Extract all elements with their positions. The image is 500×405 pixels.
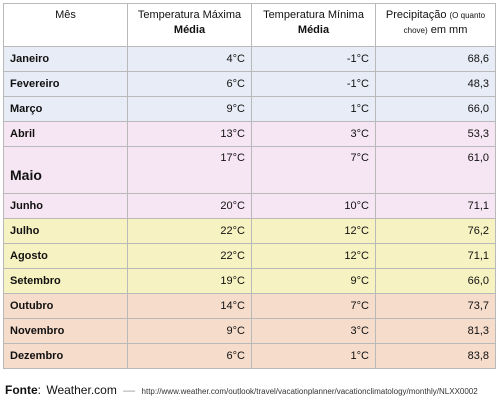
min-temp-cell: 10°C xyxy=(251,193,376,219)
source-site: Weather.com xyxy=(46,383,117,397)
table-row: Dezembro 6°C 1°C 83,8 xyxy=(3,343,496,369)
table-row: Junho 20°C 10°C 71,1 xyxy=(3,193,496,219)
max-temp-cell: 9°C xyxy=(127,318,252,344)
header-max-temp: Temperatura Máxima Média xyxy=(127,3,252,47)
table-row: Março 9°C 1°C 66,0 xyxy=(3,96,496,122)
precipitation-cell: 61,0 xyxy=(375,146,496,194)
table-row: Julho 22°C 12°C 76,2 xyxy=(3,218,496,244)
min-temp-cell: 9°C xyxy=(251,268,376,294)
max-temp-cell: 14°C xyxy=(127,293,252,319)
min-temp-cell: 12°C xyxy=(251,218,376,244)
max-temp-cell: 20°C xyxy=(127,193,252,219)
table-row: Fevereiro 6°C -1°C 48,3 xyxy=(3,71,496,97)
header-month-label: Mês xyxy=(55,9,76,21)
table-row: Agosto 22°C 12°C 71,1 xyxy=(3,243,496,269)
table-row: Janeiro 4°C -1°C 68,6 xyxy=(3,46,496,72)
min-temp-cell: 3°C xyxy=(251,121,376,147)
max-temp-cell: 13°C xyxy=(127,121,252,147)
source-line: Fonte: Weather.com — http://www.weather.… xyxy=(5,383,478,397)
month-cell: Agosto xyxy=(3,243,128,269)
month-cell: Março xyxy=(3,96,128,122)
precipitation-cell: 68,6 xyxy=(375,46,496,72)
header-max-temp-line2: Média xyxy=(173,24,206,36)
min-temp-cell: 1°C xyxy=(251,96,376,122)
source-url: http://www.weather.com/outlook/travel/va… xyxy=(141,387,478,396)
table-row: Outubro 14°C 7°C 73,7 xyxy=(3,293,496,319)
precipitation-cell: 53,3 xyxy=(375,121,496,147)
table-row: Abril 13°C 3°C 53,3 xyxy=(3,121,496,147)
max-temp-cell: 19°C xyxy=(127,268,252,294)
precipitation-cell: 83,8 xyxy=(375,343,496,369)
month-cell: Setembro xyxy=(3,268,128,294)
max-temp-cell: 4°C xyxy=(127,46,252,72)
max-temp-cell: 17°C xyxy=(127,146,252,194)
precipitation-cell: 66,0 xyxy=(375,268,496,294)
max-temp-cell: 6°C xyxy=(127,343,252,369)
month-cell: Novembro xyxy=(3,318,128,344)
month-cell: Maio xyxy=(3,146,128,194)
header-row: Mês Temperatura Máxima Média Temperatura… xyxy=(3,3,496,47)
header-precip-unit: em mm xyxy=(430,24,468,36)
table-row: Novembro 9°C 3°C 81,3 xyxy=(3,318,496,344)
month-cell: Fevereiro xyxy=(3,71,128,97)
min-temp-cell: 12°C xyxy=(251,243,376,269)
source-dash: — xyxy=(123,383,136,397)
min-temp-cell: 7°C xyxy=(251,293,376,319)
table-row: Setembro 19°C 9°C 66,0 xyxy=(3,268,496,294)
table-row: Maio 17°C 7°C 61,0 xyxy=(3,146,496,194)
precipitation-cell: 73,7 xyxy=(375,293,496,319)
precipitation-cell: 71,1 xyxy=(375,193,496,219)
month-cell: Julho xyxy=(3,218,128,244)
header-min-temp: Temperatura Mínima Média xyxy=(251,3,376,47)
month-cell: Dezembro xyxy=(3,343,128,369)
month-cell: Outubro xyxy=(3,293,128,319)
min-temp-cell: 1°C xyxy=(251,343,376,369)
header-min-temp-line1: Temperatura Mínima xyxy=(263,9,364,21)
table-body: Janeiro 4°C -1°C 68,6 Fevereiro 6°C -1°C 48,3 Ma… xyxy=(3,46,496,369)
header-month: Mês xyxy=(3,3,128,47)
min-temp-cell: -1°C xyxy=(251,71,376,97)
precipitation-cell: 71,1 xyxy=(375,243,496,269)
header-precip-note-b: chove) xyxy=(403,26,428,35)
precipitation-cell: 66,0 xyxy=(375,96,496,122)
month-cell: Junho xyxy=(3,193,128,219)
header-precipitation: Precipitação (O quanto chove) em mm xyxy=(375,3,496,47)
precipitation-cell: 48,3 xyxy=(375,71,496,97)
month-cell: Abril xyxy=(3,121,128,147)
max-temp-cell: 22°C xyxy=(127,218,252,244)
min-temp-cell: -1°C xyxy=(251,46,376,72)
max-temp-cell: 9°C xyxy=(127,96,252,122)
header-precip-note-a: (O quanto xyxy=(449,11,486,20)
min-temp-cell: 7°C xyxy=(251,146,376,194)
max-temp-cell: 6°C xyxy=(127,71,252,97)
max-temp-cell: 22°C xyxy=(127,243,252,269)
header-min-temp-line2: Média xyxy=(297,24,330,36)
header-max-temp-line1: Temperatura Máxima xyxy=(137,9,242,21)
min-temp-cell: 3°C xyxy=(251,318,376,344)
month-cell: Janeiro xyxy=(3,46,128,72)
climate-table: Mês Temperatura Máxima Média Temperatura… xyxy=(3,3,496,369)
precipitation-cell: 81,3 xyxy=(375,318,496,344)
header-precip-main: Precipitação xyxy=(385,9,447,21)
precipitation-cell: 76,2 xyxy=(375,218,496,244)
source-label: Fonte xyxy=(5,383,38,397)
